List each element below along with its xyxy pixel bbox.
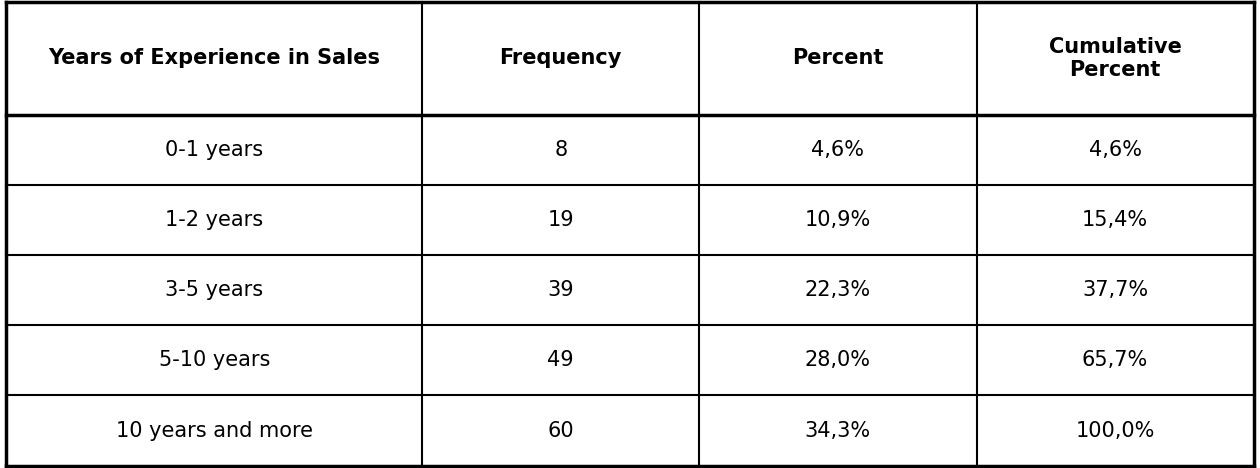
Text: 5-10 years: 5-10 years [159, 351, 270, 370]
Text: 60: 60 [547, 421, 575, 440]
Text: 10 years and more: 10 years and more [116, 421, 312, 440]
Text: 65,7%: 65,7% [1082, 351, 1148, 370]
Text: 37,7%: 37,7% [1082, 280, 1148, 300]
Text: 34,3%: 34,3% [805, 421, 871, 440]
Text: 1-2 years: 1-2 years [165, 210, 263, 230]
Text: 15,4%: 15,4% [1082, 210, 1148, 230]
Text: 10,9%: 10,9% [805, 210, 871, 230]
Text: 0-1 years: 0-1 years [165, 140, 263, 160]
Text: Years of Experience in Sales: Years of Experience in Sales [48, 49, 381, 68]
Text: 4,6%: 4,6% [811, 140, 864, 160]
Text: Percent: Percent [793, 49, 883, 68]
Text: 49: 49 [547, 351, 575, 370]
Text: 22,3%: 22,3% [805, 280, 871, 300]
Text: Cumulative
Percent: Cumulative Percent [1048, 37, 1182, 80]
Text: 8: 8 [554, 140, 567, 160]
Text: 100,0%: 100,0% [1076, 421, 1154, 440]
Text: 28,0%: 28,0% [805, 351, 871, 370]
Text: 4,6%: 4,6% [1089, 140, 1142, 160]
Text: 19: 19 [547, 210, 575, 230]
Text: 3-5 years: 3-5 years [165, 280, 263, 300]
Text: 39: 39 [547, 280, 575, 300]
Text: Frequency: Frequency [499, 49, 622, 68]
